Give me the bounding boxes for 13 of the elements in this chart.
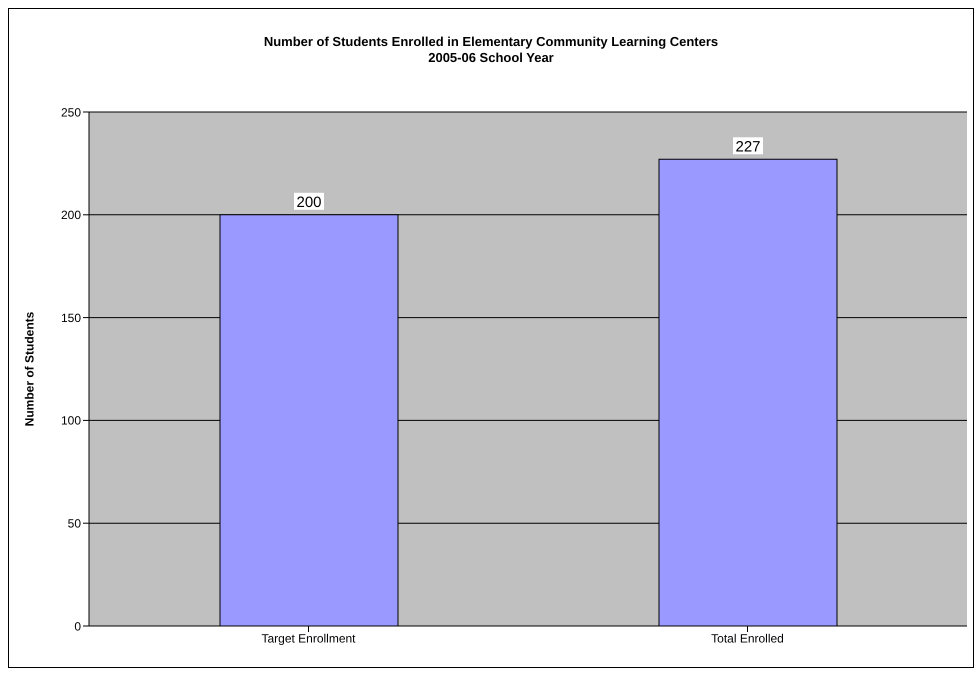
y-tick-label: 150 xyxy=(60,310,82,325)
y-tick-label: 0 xyxy=(74,619,82,634)
data-label: 227 xyxy=(735,138,761,156)
x-tick-label: Target Enrollment xyxy=(261,632,356,646)
x-tick-label: Total Enrolled xyxy=(711,632,784,646)
y-tick-label: 50 xyxy=(68,516,82,530)
chart-title: Number of Students Enrolled in Elementary Community Learning Centers xyxy=(262,34,720,50)
y-axis-title: Number of Students xyxy=(22,311,36,426)
chart-subtitle: 2005-06 School Year xyxy=(427,50,555,66)
y-tick-label: 100 xyxy=(60,414,82,428)
data-label: 200 xyxy=(296,194,322,211)
y-tick-label: 250 xyxy=(60,105,82,120)
y-tick-label: 200 xyxy=(60,208,82,222)
